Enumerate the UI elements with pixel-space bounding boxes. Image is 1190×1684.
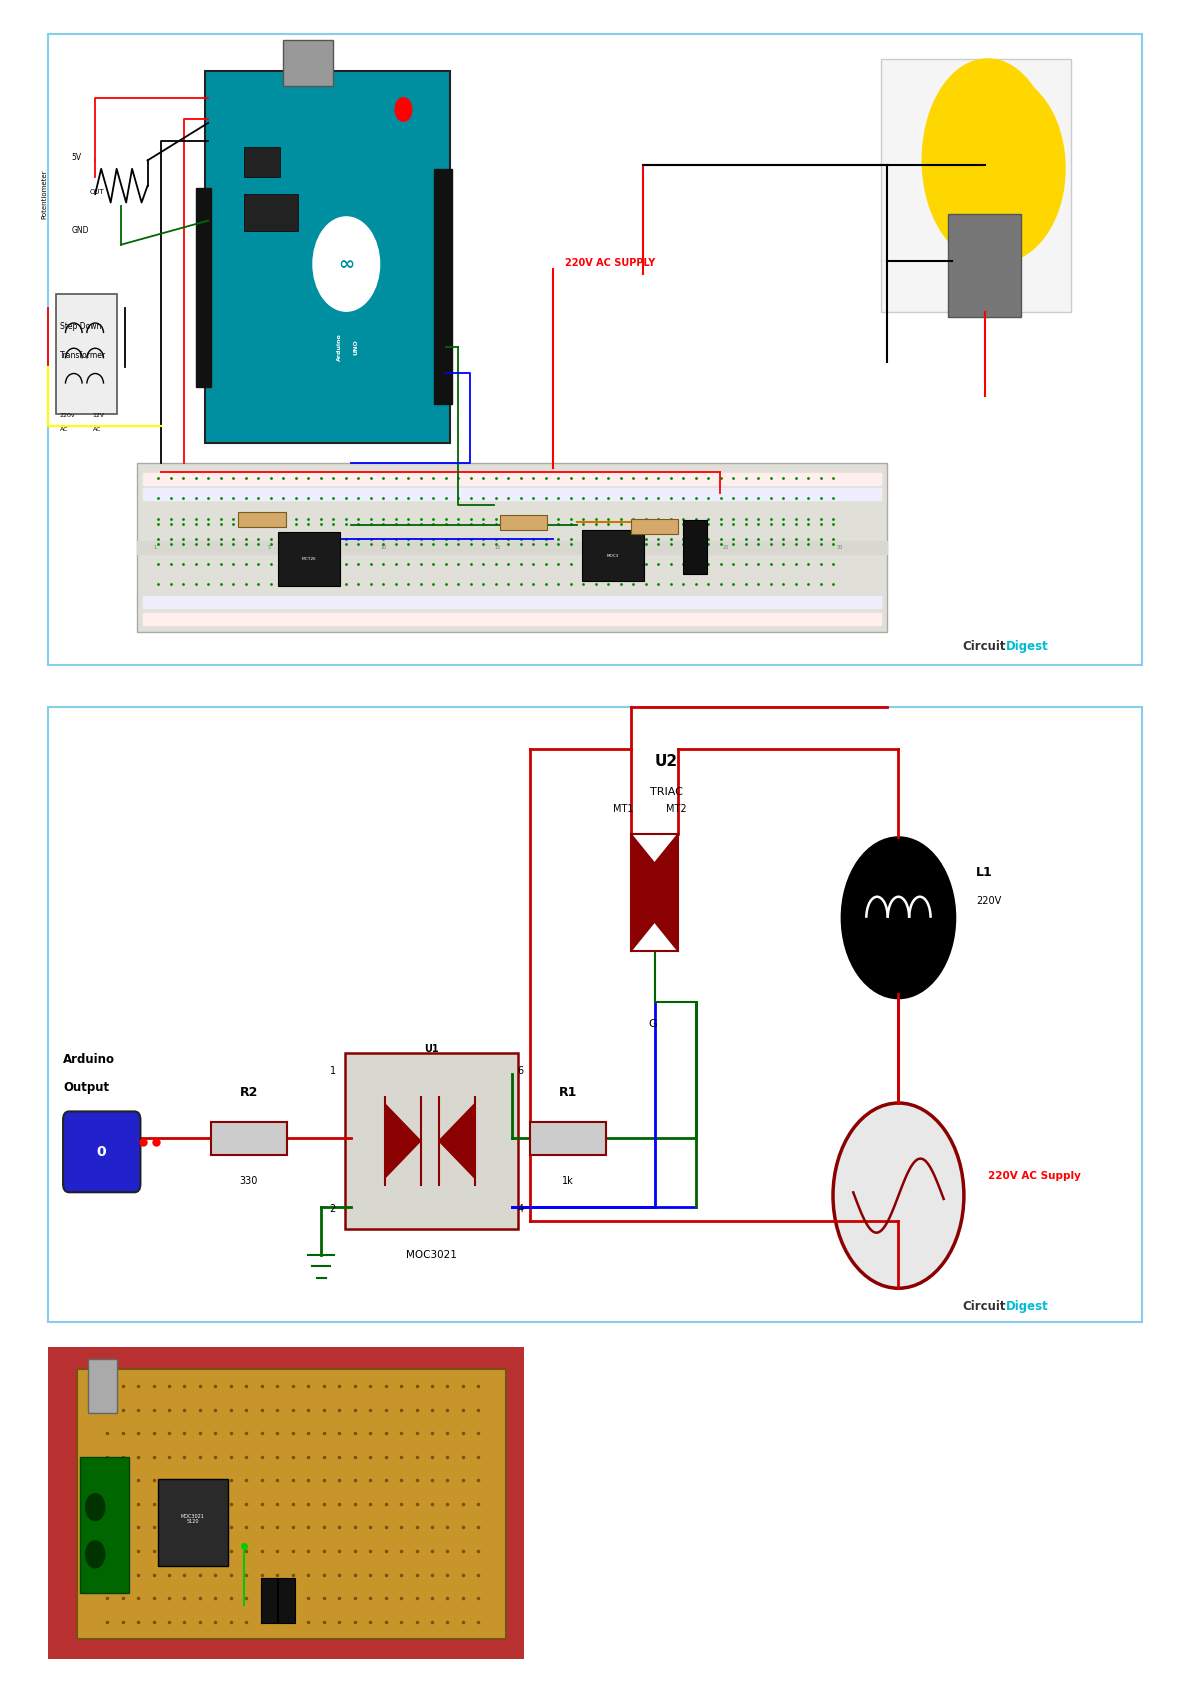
FancyBboxPatch shape (631, 519, 678, 534)
Text: 20: 20 (608, 546, 615, 551)
Text: 1k: 1k (562, 1175, 574, 1186)
Circle shape (86, 1541, 105, 1568)
Polygon shape (439, 1105, 475, 1179)
FancyBboxPatch shape (244, 147, 280, 177)
Text: 1: 1 (330, 1066, 336, 1076)
Bar (143, 613, 881, 625)
Bar (143, 596, 881, 608)
FancyBboxPatch shape (238, 512, 286, 527)
FancyBboxPatch shape (63, 1111, 140, 1192)
FancyBboxPatch shape (158, 1479, 228, 1566)
Text: Digest: Digest (1006, 1300, 1048, 1314)
Text: 12V: 12V (93, 413, 105, 418)
FancyBboxPatch shape (530, 1122, 606, 1155)
FancyBboxPatch shape (278, 532, 340, 586)
Bar (137, 541, 887, 554)
Text: 330: 330 (239, 1175, 258, 1186)
Text: MCT2E: MCT2E (302, 557, 317, 561)
Text: U1: U1 (424, 1044, 439, 1054)
Circle shape (313, 217, 380, 312)
FancyBboxPatch shape (211, 1122, 287, 1155)
Text: 220V: 220V (976, 896, 1001, 906)
Text: Transformer: Transformer (60, 352, 106, 360)
Bar (434, 168, 452, 404)
Text: TRIAC: TRIAC (650, 786, 683, 797)
Text: Digest: Digest (1006, 640, 1048, 653)
Text: Step Down: Step Down (60, 322, 101, 332)
FancyBboxPatch shape (261, 1578, 277, 1623)
Polygon shape (934, 74, 1065, 263)
FancyBboxPatch shape (80, 1457, 129, 1593)
Text: 2: 2 (330, 1204, 336, 1214)
Text: MOC3021: MOC3021 (406, 1250, 457, 1260)
Bar (143, 473, 881, 485)
Text: Output: Output (63, 1081, 109, 1095)
Text: U2: U2 (654, 754, 678, 770)
FancyBboxPatch shape (500, 515, 547, 530)
Text: 220V AC Supply: 220V AC Supply (988, 1170, 1081, 1180)
FancyBboxPatch shape (345, 1052, 518, 1229)
Polygon shape (384, 1105, 421, 1179)
Text: OUT: OUT (89, 189, 104, 195)
Text: Arduino: Arduino (63, 1052, 115, 1066)
Polygon shape (631, 834, 678, 951)
Text: 5: 5 (268, 546, 270, 551)
Text: Arduino: Arduino (337, 333, 342, 360)
Text: MT2: MT2 (666, 803, 687, 813)
Text: 5V: 5V (71, 153, 82, 162)
Text: MT1: MT1 (613, 803, 633, 813)
Text: 10: 10 (380, 546, 387, 551)
FancyBboxPatch shape (48, 707, 1142, 1322)
Text: 0: 0 (96, 1145, 106, 1159)
Text: Circuit: Circuit (962, 1300, 1006, 1314)
FancyBboxPatch shape (278, 1578, 295, 1623)
FancyBboxPatch shape (582, 530, 644, 581)
Text: L1: L1 (976, 866, 992, 879)
Text: 25: 25 (722, 546, 729, 551)
FancyBboxPatch shape (56, 295, 117, 414)
FancyBboxPatch shape (48, 1347, 524, 1659)
Text: 4: 4 (518, 1204, 524, 1214)
Text: 6: 6 (518, 1066, 524, 1076)
Circle shape (395, 98, 412, 121)
Circle shape (833, 1103, 964, 1288)
FancyBboxPatch shape (88, 1359, 117, 1413)
Text: AC: AC (93, 426, 101, 431)
Text: R1: R1 (558, 1086, 577, 1100)
FancyBboxPatch shape (48, 34, 1142, 665)
FancyBboxPatch shape (244, 194, 298, 231)
Text: 1: 1 (154, 546, 156, 551)
Text: R2: R2 (239, 1086, 258, 1100)
Text: 15: 15 (494, 546, 501, 551)
FancyBboxPatch shape (137, 463, 887, 632)
Text: MOC3021
5120: MOC3021 5120 (181, 1514, 205, 1524)
FancyBboxPatch shape (205, 71, 450, 443)
Text: Potentiometer: Potentiometer (40, 170, 48, 219)
Text: UNO: UNO (353, 340, 358, 355)
FancyBboxPatch shape (881, 59, 1071, 312)
FancyBboxPatch shape (283, 40, 333, 86)
Text: GND: GND (71, 226, 89, 234)
Text: 30: 30 (837, 546, 844, 551)
FancyBboxPatch shape (77, 1369, 506, 1639)
Bar (196, 189, 211, 387)
Text: Circuit: Circuit (962, 640, 1006, 653)
Text: MOC3: MOC3 (607, 554, 619, 557)
Text: 220V AC SUPPLY: 220V AC SUPPLY (565, 258, 656, 268)
Text: 220v: 220v (60, 413, 75, 418)
FancyBboxPatch shape (683, 520, 707, 574)
Circle shape (841, 837, 956, 999)
Ellipse shape (922, 59, 1053, 261)
FancyBboxPatch shape (948, 214, 1021, 317)
Polygon shape (631, 834, 678, 951)
Text: ∞: ∞ (338, 254, 355, 273)
Text: G: G (649, 1019, 657, 1029)
Text: AC: AC (60, 426, 68, 431)
Circle shape (86, 1494, 105, 1521)
Bar (143, 488, 881, 500)
